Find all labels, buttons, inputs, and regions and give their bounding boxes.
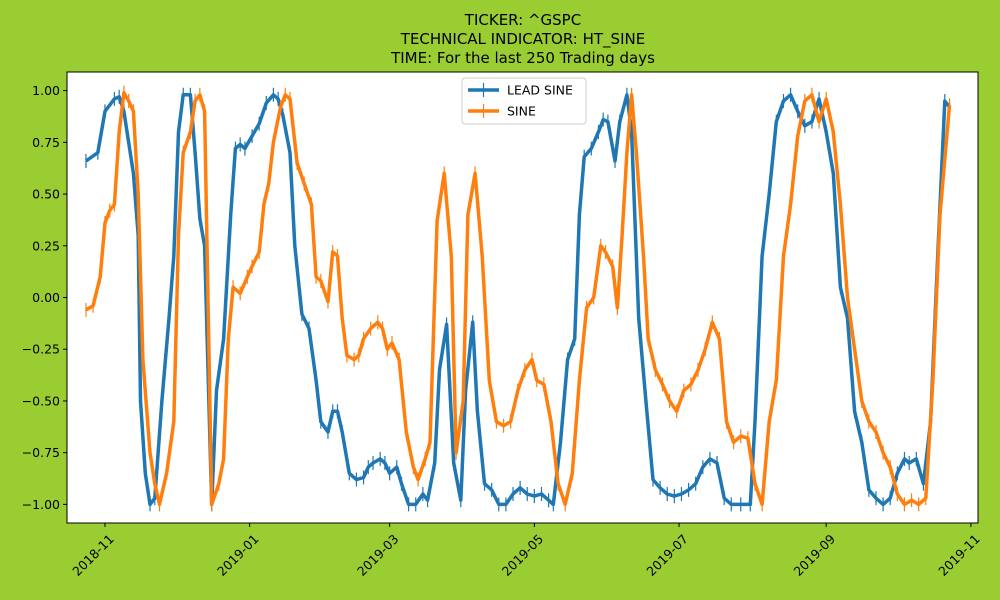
x-axis: 2018-11 2019-01 2019-03 2019-05 2019-07 2019-…	[69, 523, 983, 579]
series-sine	[85, 85, 952, 512]
y-tick-label: 0.75	[32, 135, 60, 150]
title-line-time: TIME: For the last 250 Trading days	[390, 49, 655, 67]
series-line	[85, 90, 952, 507]
y-tick-label: 1.00	[32, 83, 60, 98]
title-line-indicator: TECHNICAL INDICATOR: HT_SINE	[400, 30, 645, 49]
y-tick-label: 0.50	[32, 187, 60, 202]
y-tick-label: −0.25	[22, 342, 60, 357]
legend-label: SINE	[507, 104, 536, 119]
title-line-ticker: TICKER: ^GSPC	[464, 11, 581, 29]
x-tick-label: 2019-05	[499, 531, 547, 579]
plot-area	[67, 72, 978, 523]
y-tick-label: 0.25	[32, 238, 60, 253]
y-tick-label: −0.50	[22, 393, 60, 408]
legend-label: LEAD SINE	[507, 83, 573, 98]
y-axis: 1.00 0.75 0.50 0.25 0.00 −0.25 −0.50 −0.75 −1.00	[22, 83, 67, 512]
x-tick-label: 2019-07	[643, 531, 691, 579]
series-layer	[84, 85, 952, 512]
x-tick-label: 2019-03	[354, 531, 402, 579]
chart-title: TICKER: ^GSPC TECHNICAL INDICATOR: HT_SI…	[390, 11, 655, 67]
x-tick-label: 2018-11	[69, 531, 117, 579]
legend: LEAD SINE SINE	[461, 77, 587, 125]
series-lead-sine	[84, 87, 951, 512]
x-tick-label: 2019-11	[935, 531, 983, 579]
x-tick-label: 2019-09	[791, 531, 839, 579]
y-tick-label: −0.75	[22, 445, 60, 460]
x-tick-label: 2019-01	[214, 531, 262, 579]
y-tick-label: 0.00	[32, 290, 60, 305]
y-tick-label: −1.00	[22, 497, 60, 512]
